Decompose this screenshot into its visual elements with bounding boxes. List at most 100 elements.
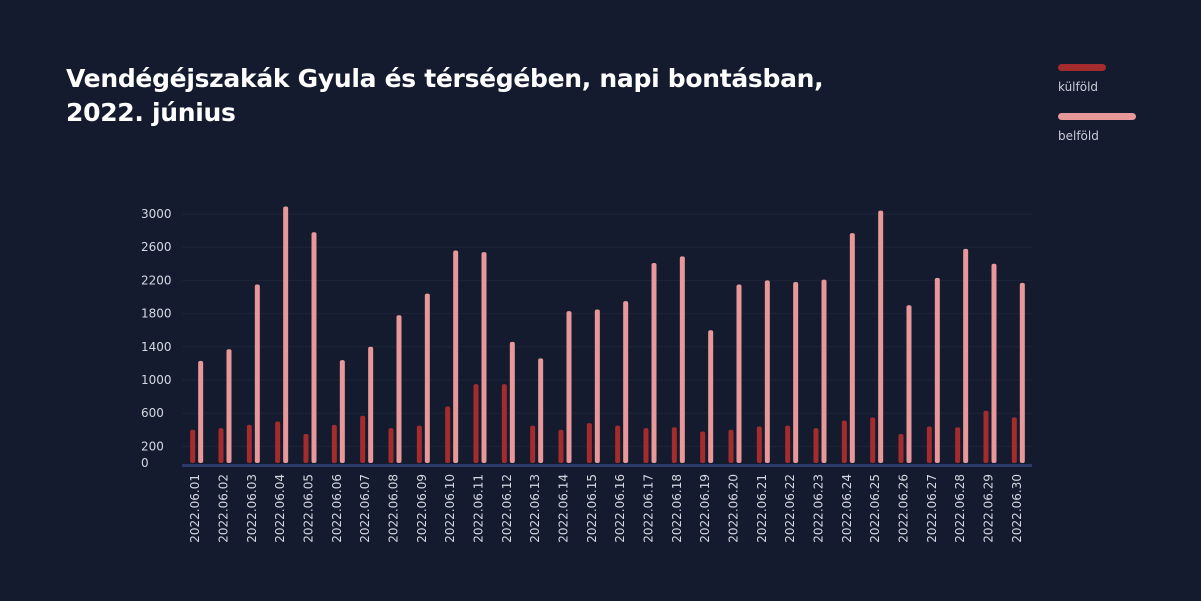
x-tick-label: 2022.06.05 [302,474,316,543]
x-tick-label: 2022.06.16 [613,474,627,543]
bar-kulfold [671,427,677,463]
bar-belfold [906,305,912,463]
bar-kulfold [785,425,791,463]
bar-kulfold [870,417,876,463]
y-tick-label: 2600 [141,240,172,254]
bar-kulfold [586,423,592,463]
bar-kulfold [558,429,564,463]
bar-kulfold [303,433,309,463]
x-tick-label: 2022.06.28 [953,474,967,543]
x-tick-label: 2022.06.14 [557,474,571,543]
y-tick-label: 600 [141,406,164,420]
bar-belfold [509,341,515,463]
bar-kulfold [728,429,734,463]
bar-belfold [538,358,544,463]
bar-kulfold [700,431,706,463]
x-tick-label: 2022.06.18 [670,474,684,543]
y-tick-label: 3000 [141,207,172,221]
bar-kulfold [246,424,252,463]
bar-kulfold [841,420,847,463]
bar-kulfold [360,415,366,463]
bar-kulfold [756,426,762,463]
bar-kulfold [1011,417,1017,463]
bar-belfold [679,256,685,463]
bar-kulfold [898,433,904,463]
bar-belfold [821,279,827,463]
bar-belfold [708,330,714,463]
x-tick-label: 2022.06.13 [528,474,542,543]
bar-belfold [339,360,345,463]
x-tick-label: 2022.06.06 [330,474,344,543]
x-tick-label: 2022.06.29 [982,474,996,543]
bar-belfold [934,277,940,463]
bar-kulfold [530,425,536,463]
legend-label-kulfold: külföld [1058,80,1099,94]
x-tick-label: 2022.06.22 [783,474,797,543]
x-tick-label: 2022.06.26 [897,474,911,543]
bar-belfold [453,250,459,463]
bar-belfold [623,301,629,463]
y-tick-label: 1400 [141,340,172,354]
bar-kulfold [275,421,281,463]
y-tick-label: 0 [141,456,149,470]
bar-belfold [849,233,855,463]
x-tick-label: 2022.06.24 [840,474,854,543]
bar-kulfold [501,384,507,463]
bar-belfold [651,262,657,463]
bar-kulfold [445,406,451,463]
bar-belfold [991,263,997,463]
bar-kulfold [926,426,932,463]
chart-title: Vendégéjszakák Gyula és térségében, napi… [66,64,824,127]
bar-belfold [198,360,204,463]
bar-belfold [226,349,232,463]
bar-belfold [368,346,374,463]
bar-belfold [566,311,572,463]
bar-belfold [878,210,884,463]
x-tick-label: 2022.06.01 [188,474,202,543]
bar-kulfold [416,425,422,463]
x-tick-label: 2022.06.30 [1010,474,1024,543]
x-tick-label: 2022.06.12 [500,474,514,543]
bar-kulfold [643,428,649,463]
x-tick-label: 2022.06.20 [727,474,741,543]
bar-belfold [396,315,402,463]
x-tick-label: 2022.06.04 [273,474,287,543]
x-tick-label: 2022.06.19 [698,474,712,543]
x-axis-baseline [182,464,1032,467]
x-tick-label: 2022.06.17 [642,474,656,543]
x-tick-label: 2022.06.02 [217,474,231,543]
x-tick-label: 2022.06.03 [245,474,259,543]
y-tick-label: 2200 [141,273,172,287]
bar-belfold [424,293,430,463]
legend-swatch-belfold [1058,113,1136,120]
bar-belfold [963,248,969,463]
x-tick-label: 2022.06.10 [443,474,457,543]
bar-belfold [594,309,600,463]
y-tick-label: 1800 [141,307,172,321]
bar-belfold [736,284,742,463]
bar-kulfold [615,425,621,463]
bar-belfold [764,280,770,463]
x-tick-label: 2022.06.21 [755,474,769,543]
legend-swatch-kulfold [1058,64,1106,71]
x-tick-label: 2022.06.25 [868,474,882,543]
y-tick-label: 200 [141,439,164,453]
x-tick-label: 2022.06.07 [358,474,372,543]
bar-kulfold [983,410,989,463]
bar-kulfold [473,384,479,463]
bar-kulfold [388,428,394,463]
bar-belfold [283,206,289,463]
bar-kulfold [813,428,819,463]
bar-kulfold [218,428,224,463]
x-tick-label: 2022.06.27 [925,474,939,543]
bar-kulfold [955,427,961,463]
x-tick-label: 2022.06.08 [387,474,401,543]
bar-kulfold [331,424,337,463]
x-tick-label: 2022.06.23 [812,474,826,543]
bar-belfold [481,252,487,463]
bar-belfold [1019,282,1025,463]
bar-kulfold [190,429,196,463]
bar-belfold [793,282,799,463]
x-tick-label: 2022.06.15 [585,474,599,543]
